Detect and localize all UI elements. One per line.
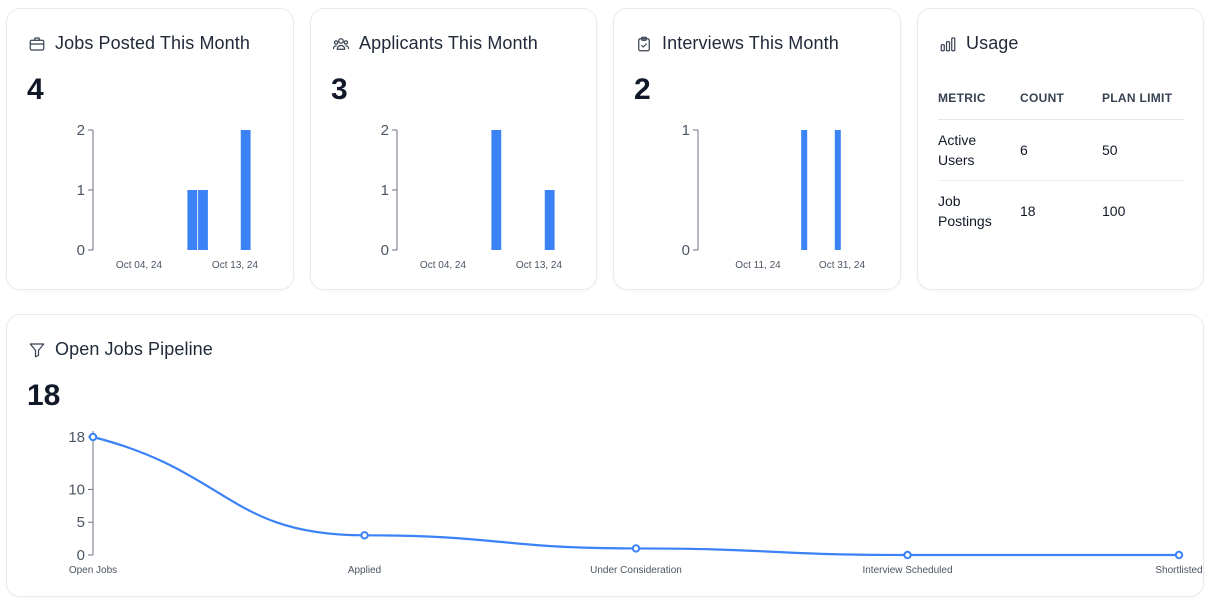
bar <box>544 190 555 250</box>
y-tick-label: 1 <box>77 182 85 199</box>
x-tick-label: Oct 13, 24 <box>212 260 259 271</box>
usage-table: METRIC COUNT PLAN LIMIT Active Users 6 5… <box>938 77 1184 241</box>
plan-limit-cell: 50 <box>1102 119 1184 181</box>
metric-cell: Job Postings <box>938 180 1020 241</box>
metric-cell: Active Users <box>938 119 1020 181</box>
metric-name-line: Users <box>938 151 975 168</box>
open-jobs-pipeline-card: Open Jobs Pipeline 18 0 5 10 18 Open Jobs App… <box>6 314 1204 597</box>
jobs-posted-card: Jobs Posted This Month 4 0 1 2 Oct 04, 24 Oc… <box>6 8 294 290</box>
x-tick-label: Applied <box>348 565 381 576</box>
data-point <box>360 531 369 540</box>
clipboard-check-icon <box>634 34 654 54</box>
y-tick-label: 2 <box>77 122 85 139</box>
y-tick-label: 10 <box>68 481 85 498</box>
y-tick-label: 5 <box>77 514 85 531</box>
metric-name-line: Active <box>938 131 977 148</box>
column-header-plan-limit: PLAN LIMIT <box>1102 77 1184 120</box>
x-tick-label: Oct 13, 24 <box>516 260 563 271</box>
y-tick-label: 0 <box>381 242 389 259</box>
y-tick-label: 0 <box>77 242 85 259</box>
interviews-title: Interviews This Month <box>662 33 839 53</box>
usage-header: Usage <box>938 33 1019 54</box>
y-tick-label: 18 <box>68 429 85 446</box>
pipeline-value: 18 <box>27 379 61 412</box>
bar <box>491 130 502 250</box>
bar <box>198 190 208 250</box>
x-tick-label: Oct 04, 24 <box>116 260 163 271</box>
y-tick-label: 0 <box>77 547 85 564</box>
interviews-header: Interviews This Month <box>634 33 839 54</box>
bar <box>801 130 808 250</box>
bar-chart-icon <box>938 34 958 54</box>
column-header-metric: METRIC <box>938 77 1020 120</box>
usage-card: Usage METRIC COUNT PLAN LIMIT Active Use… <box>917 8 1204 290</box>
applicants-title: Applicants This Month <box>359 33 538 53</box>
plan-limit-cell: 100 <box>1102 202 1126 219</box>
bar <box>834 130 841 250</box>
jobs-posted-value: 4 <box>27 73 44 106</box>
usage-title: Usage <box>966 33 1019 53</box>
interviews-card: Interviews This Month 2 0 1 Oct 11, 24 Oct … <box>613 8 901 290</box>
x-tick-label: Shortlisted <box>1155 565 1202 576</box>
x-tick-label: Interview Scheduled <box>862 565 952 576</box>
table-row: Active Users 6 50 <box>938 119 1184 181</box>
count-cell: 18 <box>1020 202 1036 219</box>
table-row: Job Postings 18 100 <box>938 180 1184 241</box>
count-cell: 6 <box>1020 119 1102 181</box>
applicants-value: 3 <box>331 73 348 106</box>
jobs-posted-title: Jobs Posted This Month <box>55 33 250 53</box>
metric-name-line: Job <box>938 192 961 209</box>
applicants-chart: 0 1 2 Oct 04, 24 Oct 13, 24 <box>381 122 563 271</box>
data-point <box>1174 550 1184 560</box>
users-icon <box>331 34 351 54</box>
metric-name-line: Postings <box>938 212 992 229</box>
y-tick-label: 0 <box>682 242 690 259</box>
bar <box>187 190 198 250</box>
jobs-posted-header: Jobs Posted This Month <box>27 33 250 54</box>
x-tick-label: Open Jobs <box>69 565 117 576</box>
y-tick-label: 1 <box>381 182 389 199</box>
interviews-value: 2 <box>634 73 651 106</box>
column-header-count: COUNT <box>1020 77 1102 120</box>
x-tick-label: Oct 04, 24 <box>420 260 467 271</box>
usage-table-header-row: METRIC COUNT PLAN LIMIT <box>938 77 1184 120</box>
x-tick-label: Oct 11, 24 <box>735 260 781 271</box>
series-line <box>92 435 1179 557</box>
funnel-icon <box>27 340 47 360</box>
pipeline-header: Open Jobs Pipeline <box>27 339 213 360</box>
x-tick-label: Oct 31, 24 <box>819 260 866 271</box>
jobs-posted-chart: 0 1 2 Oct 04, 24 Oct 13, 24 <box>77 122 259 271</box>
pipeline-title: Open Jobs Pipeline <box>55 339 213 359</box>
data-point <box>631 544 641 553</box>
data-point <box>903 550 912 560</box>
bar <box>240 130 251 250</box>
applicants-card: Applicants This Month 3 0 1 2 Oct 04, 24 Oct… <box>310 8 597 290</box>
data-point <box>88 432 98 442</box>
pipeline-chart: 0 5 10 18 Open Jobs Applied Under Consideratio… <box>68 429 1202 576</box>
x-tick-label: Under Consideration <box>590 565 682 576</box>
applicants-header: Applicants This Month <box>331 33 538 54</box>
interviews-chart: 0 1 Oct 11, 24 Oct 31, 24 <box>682 122 866 271</box>
briefcase-icon <box>27 34 47 54</box>
y-tick-label: 2 <box>381 122 389 139</box>
y-tick-label: 1 <box>682 122 690 139</box>
